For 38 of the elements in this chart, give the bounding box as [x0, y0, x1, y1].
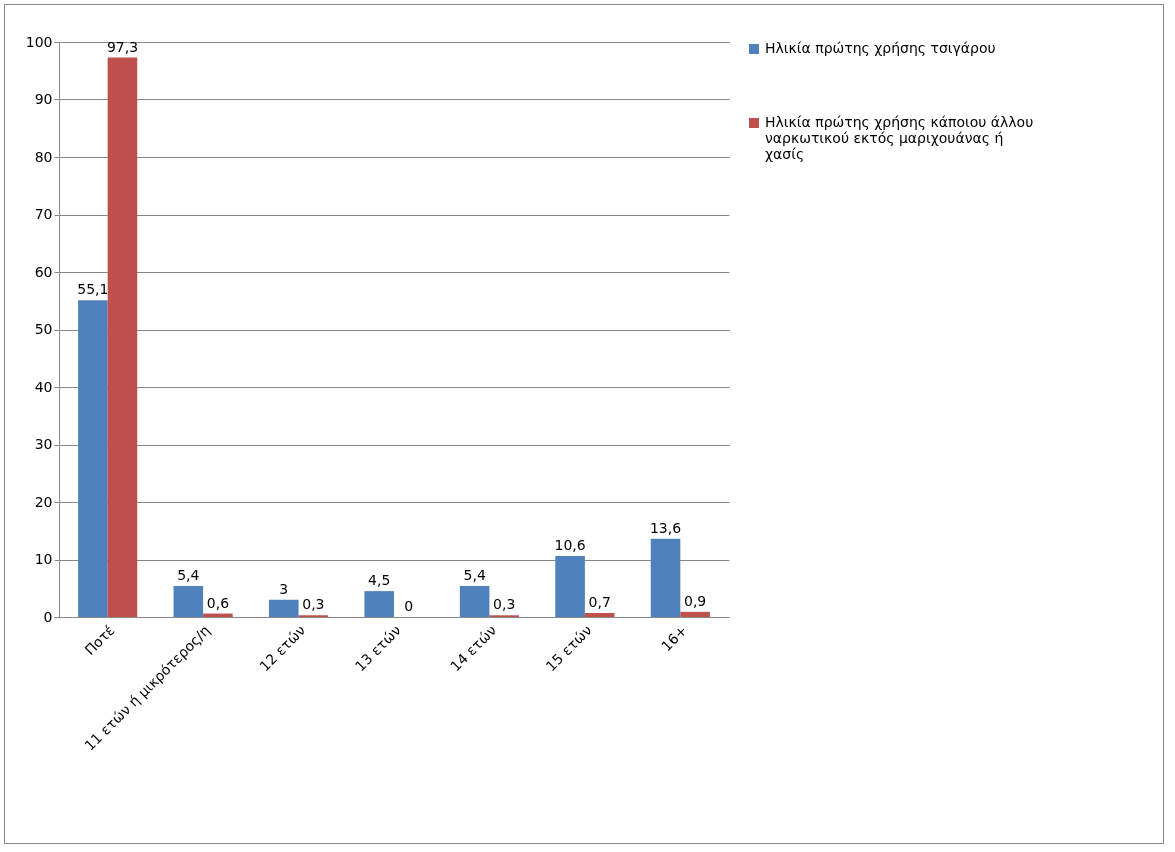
legend-label: Ηλικία πρώτης χρήσης κάποιου άλλου ναρκωτικού εκτός μαριχουάνας ή χασίς [765, 114, 1034, 162]
y-tick-label: 0 [43, 608, 53, 625]
data-label: 5,4 [463, 566, 486, 583]
bar [459, 585, 490, 617]
data-label: 4,5 [368, 572, 391, 589]
data-label: 0,9 [683, 592, 707, 609]
y-tick-label: 70 [34, 206, 53, 222]
bar [268, 599, 299, 617]
data-label: 0,3 [302, 596, 325, 613]
bar [680, 611, 710, 617]
data-label: 97,3 [106, 38, 139, 55]
bar [107, 57, 138, 617]
data-label: 0,7 [588, 593, 611, 610]
bar [650, 538, 681, 617]
data-label: 0 [404, 598, 414, 614]
data-label: 3 [279, 580, 289, 597]
y-tick-label: 30 [34, 436, 53, 452]
y-tick-label: 20 [34, 493, 53, 510]
bar [584, 612, 615, 617]
y-tick-label: 90 [34, 91, 53, 107]
bar [173, 585, 204, 617]
data-label: 0,6 [206, 594, 230, 611]
bar [555, 556, 585, 617]
y-tick-label: 10 [34, 551, 53, 567]
legend-label: Ηλικία πρώτης χρήσης τσιγάρου [765, 40, 996, 56]
data-label: 55,1 [77, 281, 109, 298]
bar [364, 591, 394, 617]
y-tick-label: 80 [34, 148, 53, 165]
y-tick-label: 40 [34, 378, 53, 395]
y-tick-label: 50 [34, 321, 53, 337]
bar [78, 300, 108, 617]
data-label: 5,4 [177, 566, 200, 583]
y-tick-label: 60 [34, 263, 53, 280]
data-label: 0,3 [493, 596, 516, 613]
y-tick-label: 100 [25, 33, 53, 50]
data-label: 13,6 [649, 519, 682, 536]
data-label: 10,6 [554, 537, 586, 554]
x-tick-label: 16+ [658, 622, 691, 655]
